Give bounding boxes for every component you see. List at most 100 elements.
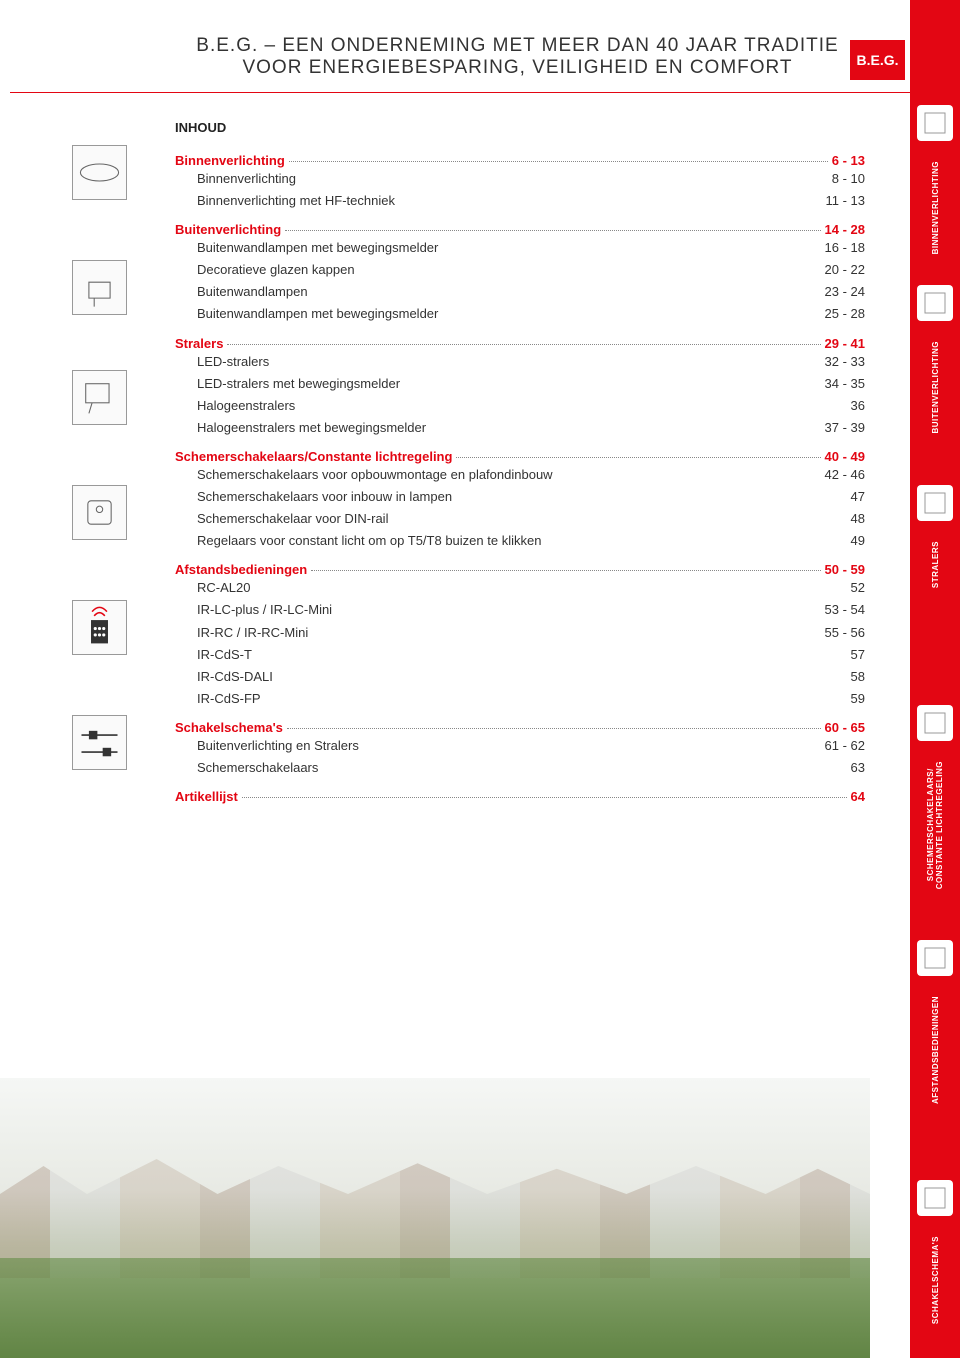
- remote-icon: [72, 600, 127, 655]
- toc-title: INHOUD: [175, 120, 865, 135]
- toc-item-pages: 53 - 54: [825, 599, 865, 621]
- toc-item-label: Halogeenstralers met bewegingsmelder: [197, 417, 825, 439]
- toc-section-title: Binnenverlichting: [175, 153, 285, 168]
- toc-section-head: Stralers 29 - 41: [175, 336, 865, 351]
- toc-section-head: Schemerschakelaars/Constante lichtregeli…: [175, 449, 865, 464]
- toc-item-pages: 61 - 62: [825, 735, 865, 757]
- sidebar-tab[interactable]: BUITENVERLICHTING: [910, 275, 960, 444]
- toc-item-label: Binnenverlichting: [197, 168, 832, 190]
- toc-item-label: Regelaars voor constant licht om op T5/T…: [197, 530, 851, 552]
- toc-item-pages: 52: [851, 577, 865, 599]
- toc-item-label: Buitenwandlampen met bewegingsmelder: [197, 237, 825, 259]
- toc-item: Schemerschakelaar voor DIN-rail48: [175, 508, 865, 530]
- toc-item: Buitenwandlampen met bewegingsmelder25 -…: [175, 303, 865, 325]
- toc-item: LED-stralers met bewegingsmelder34 - 35: [175, 373, 865, 395]
- toc-item: Buitenwandlampen23 - 24: [175, 281, 865, 303]
- header-divider: [10, 92, 910, 93]
- toc-section-pages: 14 - 28: [825, 222, 865, 237]
- toc-item-pages: 32 - 33: [825, 351, 865, 373]
- sidebar-tab[interactable]: SCHEMERSCHAKELAARS/ CONSTANTE LICHTREGEL…: [910, 695, 960, 899]
- switch-icon: [72, 485, 127, 540]
- header-line2: VOOR ENERGIEBESPARING, VEILIGHEID EN COM…: [180, 57, 855, 79]
- toc-item-pages: 57: [851, 644, 865, 666]
- toc-content: INHOUD Binnenverlichting6 - 13Binnenverl…: [175, 120, 865, 804]
- toc-item: IR-CdS-T57: [175, 644, 865, 666]
- toc-item-pages: 49: [851, 530, 865, 552]
- toc-item-pages: 58: [851, 666, 865, 688]
- toc-item-pages: 34 - 35: [825, 373, 865, 395]
- sidebar-tab-label: STRALERS: [931, 541, 940, 588]
- toc-item-pages: 23 - 24: [825, 281, 865, 303]
- toc-item-label: Binnenverlichting met HF-techniek: [197, 190, 825, 212]
- toc-section-head: Afstandsbedieningen 50 - 59: [175, 562, 865, 577]
- footer-houses-image: [0, 1078, 870, 1358]
- toc-item-label: Buitenwandlampen met bewegingsmelder: [197, 303, 825, 325]
- toc-item-label: IR-CdS-DALI: [197, 666, 851, 688]
- toc-item: IR-CdS-FP59: [175, 688, 865, 710]
- toc-item-pages: 55 - 56: [825, 622, 865, 644]
- brand-logo: B.E.G.: [850, 40, 905, 80]
- toc-section-pages: 50 - 59: [825, 562, 865, 577]
- wall-light-icon: [917, 285, 953, 321]
- toc-section-pages: 29 - 41: [825, 336, 865, 351]
- toc-section-head: Artikellijst 64: [175, 789, 865, 804]
- toc-item-pages: 16 - 18: [825, 237, 865, 259]
- toc-item-pages: 20 - 22: [825, 259, 865, 281]
- toc-item: Halogeenstralers36: [175, 395, 865, 417]
- schema-icon: [917, 1180, 953, 1216]
- toc-item-pages: 8 - 10: [832, 168, 865, 190]
- sidebar-tab-label: SCHAKELSCHEMA'S: [931, 1236, 940, 1324]
- left-icon-column: [72, 145, 127, 830]
- toc-item-pages: 11 - 13: [825, 190, 865, 212]
- sidebar-tab-label: BINNENVERLICHTING: [931, 161, 940, 254]
- toc-item: Schemerschakelaars63: [175, 757, 865, 779]
- toc-item: RC-AL2052: [175, 577, 865, 599]
- toc-item-pages: 42 - 46: [825, 464, 865, 486]
- toc-item-label: IR-RC / IR-RC-Mini: [197, 622, 825, 644]
- page-header: B.E.G. – EEN ONDERNEMING MET MEER DAN 40…: [180, 35, 855, 79]
- toc-section-title: Afstandsbedieningen: [175, 562, 307, 577]
- remote-icon: [917, 940, 953, 976]
- toc-section-title: Stralers: [175, 336, 223, 351]
- sidebar-tab[interactable]: AFSTANDSBEDIENINGEN: [910, 930, 960, 1114]
- toc-item-label: LED-stralers: [197, 351, 825, 373]
- toc-item-pages: 25 - 28: [825, 303, 865, 325]
- toc-item-label: IR-CdS-T: [197, 644, 851, 666]
- toc-item-label: Buitenwandlampen: [197, 281, 825, 303]
- sidebar-tab[interactable]: SCHAKELSCHEMA'S: [910, 1170, 960, 1334]
- sidebar-tab[interactable]: STRALERS: [910, 475, 960, 598]
- toc-section-head: Schakelschema's60 - 65: [175, 720, 865, 735]
- category-sidebar: BINNENVERLICHTING BUITENVERLICHTING STRALE…: [910, 0, 960, 1358]
- toc-item-label: RC-AL20: [197, 577, 851, 599]
- sidebar-tab-label: AFSTANDSBEDIENINGEN: [931, 996, 940, 1104]
- toc-item-label: IR-LC-plus / IR-LC-Mini: [197, 599, 825, 621]
- toc-section-title: Schemerschakelaars/Constante lichtregeli…: [175, 449, 452, 464]
- toc-item-pages: 48: [851, 508, 865, 530]
- toc-item: IR-RC / IR-RC-Mini55 - 56: [175, 622, 865, 644]
- toc-item: Halogeenstralers met bewegingsmelder37 -…: [175, 417, 865, 439]
- wall-light-icon: [72, 260, 127, 315]
- toc-section-title: Schakelschema's: [175, 720, 283, 735]
- ceiling-light-icon: [917, 105, 953, 141]
- toc-section-pages: 40 - 49: [825, 449, 865, 464]
- sidebar-tab[interactable]: BINNENVERLICHTING: [910, 95, 960, 264]
- toc-item-pages: 37 - 39: [825, 417, 865, 439]
- schema-icon: [72, 715, 127, 770]
- toc-item-label: Buitenverlichting en Stralers: [197, 735, 825, 757]
- toc-item-label: Schemerschakelaars voor opbouwmontage en…: [197, 464, 825, 486]
- toc-item-label: Halogeenstralers: [197, 395, 851, 417]
- toc-item: Buitenverlichting en Stralers61 - 62: [175, 735, 865, 757]
- toc-item: Schemerschakelaars voor inbouw in lampen…: [175, 486, 865, 508]
- ceiling-light-icon: [72, 145, 127, 200]
- toc-item-pages: 63: [851, 757, 865, 779]
- toc-section-title: Buitenverlichting: [175, 222, 281, 237]
- toc-item-label: Schemerschakelaars voor inbouw in lampen: [197, 486, 851, 508]
- toc-section-pages: 64: [851, 789, 865, 804]
- toc-item: IR-LC-plus / IR-LC-Mini53 - 54: [175, 599, 865, 621]
- toc-section-pages: 6 - 13: [832, 153, 865, 168]
- toc-section-title: Artikellijst: [175, 789, 238, 804]
- toc-item: Regelaars voor constant licht om op T5/T…: [175, 530, 865, 552]
- toc-item-pages: 59: [851, 688, 865, 710]
- toc-item: Binnenverlichting met HF-techniek11 - 13: [175, 190, 865, 212]
- toc-item: Buitenwandlampen met bewegingsmelder16 -…: [175, 237, 865, 259]
